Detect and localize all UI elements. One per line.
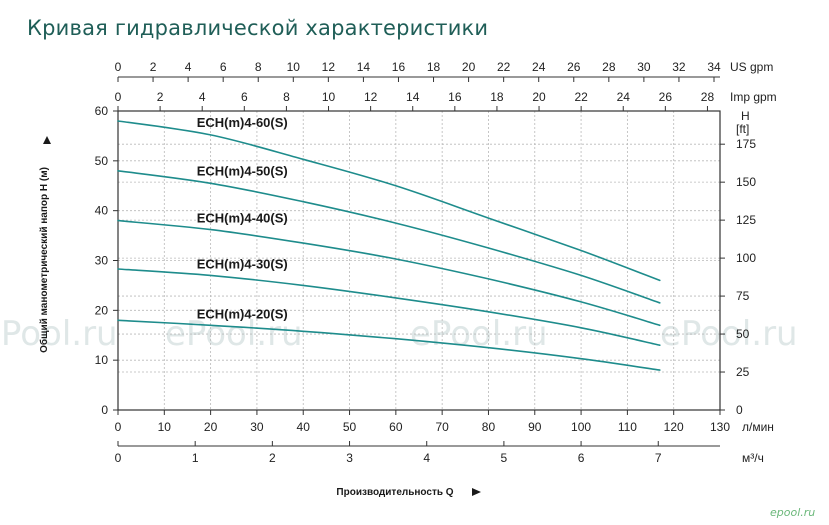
imp-gpm-tick-label: 14	[406, 90, 420, 104]
page-title: Кривая гидравлической характеристики	[27, 16, 489, 40]
series-label-3: ECH(m)4-40(S)	[197, 210, 288, 225]
y-tick-label: 0	[101, 403, 108, 417]
us-gpm-tick-label: 28	[602, 60, 616, 74]
ft-tick-label: 150	[736, 175, 756, 189]
x-axis-unit: л/мин	[742, 420, 774, 434]
x-tick-label: 10	[158, 420, 172, 434]
x-tick-label: 0	[115, 420, 122, 434]
ft-tick-label: 50	[736, 327, 750, 341]
us-gpm-tick-label: 10	[287, 60, 301, 74]
us-gpm-tick-label: 14	[357, 60, 371, 74]
ft-tick-label: 75	[736, 289, 750, 303]
x-tick-label: 60	[389, 420, 403, 434]
y-tick-label: 20	[95, 303, 109, 317]
ft-tick-label: 25	[736, 365, 750, 379]
imp-gpm-tick-label: 28	[701, 90, 715, 104]
y-axis-arrow-icon	[43, 136, 51, 144]
x-axis-title: Производительность Q	[336, 487, 453, 498]
us-gpm-axis-title: US gpm	[730, 60, 773, 74]
y-tick-label: 60	[95, 104, 109, 118]
us-gpm-tick-label: 8	[255, 60, 262, 74]
imp-gpm-tick-label: 10	[322, 90, 336, 104]
imp-gpm-tick-label: 4	[199, 90, 206, 104]
series-line-2	[117, 170, 661, 304]
ft-tick-label: 100	[736, 251, 756, 265]
logo-text: epool.ru	[770, 506, 815, 519]
us-gpm-tick-label: 6	[220, 60, 227, 74]
series-label-2: ECH(m)4-50(S)	[197, 163, 288, 178]
imp-gpm-tick-label: 8	[283, 90, 290, 104]
x-axis-arrow-icon	[472, 488, 481, 496]
x-tick-label: 50	[343, 420, 357, 434]
m3h-tick-label: 0	[115, 451, 122, 465]
series-line-3	[117, 219, 661, 327]
imp-gpm-tick-label: 0	[115, 90, 122, 104]
m3h-axis-unit: м³/ч	[742, 451, 764, 465]
imp-gpm-axis-title: Imp gpm	[730, 90, 777, 104]
m3h-tick-label: 4	[423, 451, 430, 465]
x-tick-label: 130	[710, 420, 730, 434]
y-tick-label: 30	[95, 254, 109, 268]
m3h-tick-label: 7	[655, 451, 662, 465]
us-gpm-tick-label: 4	[185, 60, 192, 74]
ft-tick-label: 175	[736, 137, 756, 151]
imp-gpm-tick-label: 16	[448, 90, 462, 104]
us-gpm-tick-label: 30	[637, 60, 651, 74]
ft-axis-title: H	[741, 109, 750, 123]
us-gpm-tick-label: 34	[707, 60, 721, 74]
us-gpm-tick-label: 26	[567, 60, 581, 74]
us-gpm-tick-label: 2	[150, 60, 157, 74]
imp-gpm-tick-label: 18	[490, 90, 504, 104]
y-axis-title: Общий манометрический напор H (м)	[38, 167, 50, 353]
m3h-tick-label: 6	[578, 451, 585, 465]
y-tick-label: 50	[95, 154, 109, 168]
ft-tick-label: 125	[736, 213, 756, 227]
series-line-4	[117, 268, 661, 346]
x-tick-label: 30	[250, 420, 264, 434]
x-tick-label: 110	[618, 420, 637, 434]
y-tick-label: 40	[95, 204, 109, 218]
us-gpm-tick-label: 20	[462, 60, 476, 74]
imp-gpm-tick-label: 22	[574, 90, 588, 104]
m3h-tick-label: 5	[501, 451, 508, 465]
us-gpm-tick-label: 32	[672, 60, 686, 74]
imp-gpm-tick-label: 24	[617, 90, 631, 104]
us-gpm-tick-label: 12	[322, 60, 336, 74]
us-gpm-tick-label: 18	[427, 60, 441, 74]
x-tick-label: 120	[664, 420, 684, 434]
logo-badge	[766, 505, 818, 519]
us-gpm-tick-label: 16	[392, 60, 406, 74]
us-gpm-tick-label: 22	[497, 60, 511, 74]
ft-axis-unit: [ft]	[736, 122, 749, 136]
watermark-text: ePool.ru	[0, 314, 118, 354]
x-tick-label: 20	[204, 420, 218, 434]
imp-gpm-tick-label: 26	[659, 90, 673, 104]
y-tick-label: 10	[95, 353, 109, 367]
imp-gpm-tick-label: 6	[241, 90, 248, 104]
series-label-1: ECH(m)4-60(S)	[197, 115, 288, 130]
x-tick-label: 70	[435, 420, 449, 434]
imp-gpm-tick-label: 20	[532, 90, 546, 104]
m3h-tick-label: 1	[192, 451, 199, 465]
x-tick-label: 100	[571, 420, 591, 434]
imp-gpm-tick-label: 2	[157, 90, 164, 104]
x-tick-label: 40	[297, 420, 311, 434]
watermark-text: ePool.ru	[660, 314, 798, 354]
imp-gpm-tick-label: 12	[364, 90, 378, 104]
x-tick-label: 90	[528, 420, 542, 434]
m3h-tick-label: 2	[269, 451, 276, 465]
series-line-5	[117, 319, 661, 371]
us-gpm-tick-label: 24	[532, 60, 546, 74]
us-gpm-tick-label: 0	[115, 60, 122, 74]
x-tick-label: 80	[482, 420, 496, 434]
m3h-tick-label: 3	[346, 451, 353, 465]
series-label-5: ECH(m)4-20(S)	[197, 307, 288, 322]
series-label-4: ECH(m)4-30(S)	[197, 256, 288, 271]
ft-tick-label: 0	[736, 403, 743, 417]
series-line-1	[117, 120, 661, 282]
